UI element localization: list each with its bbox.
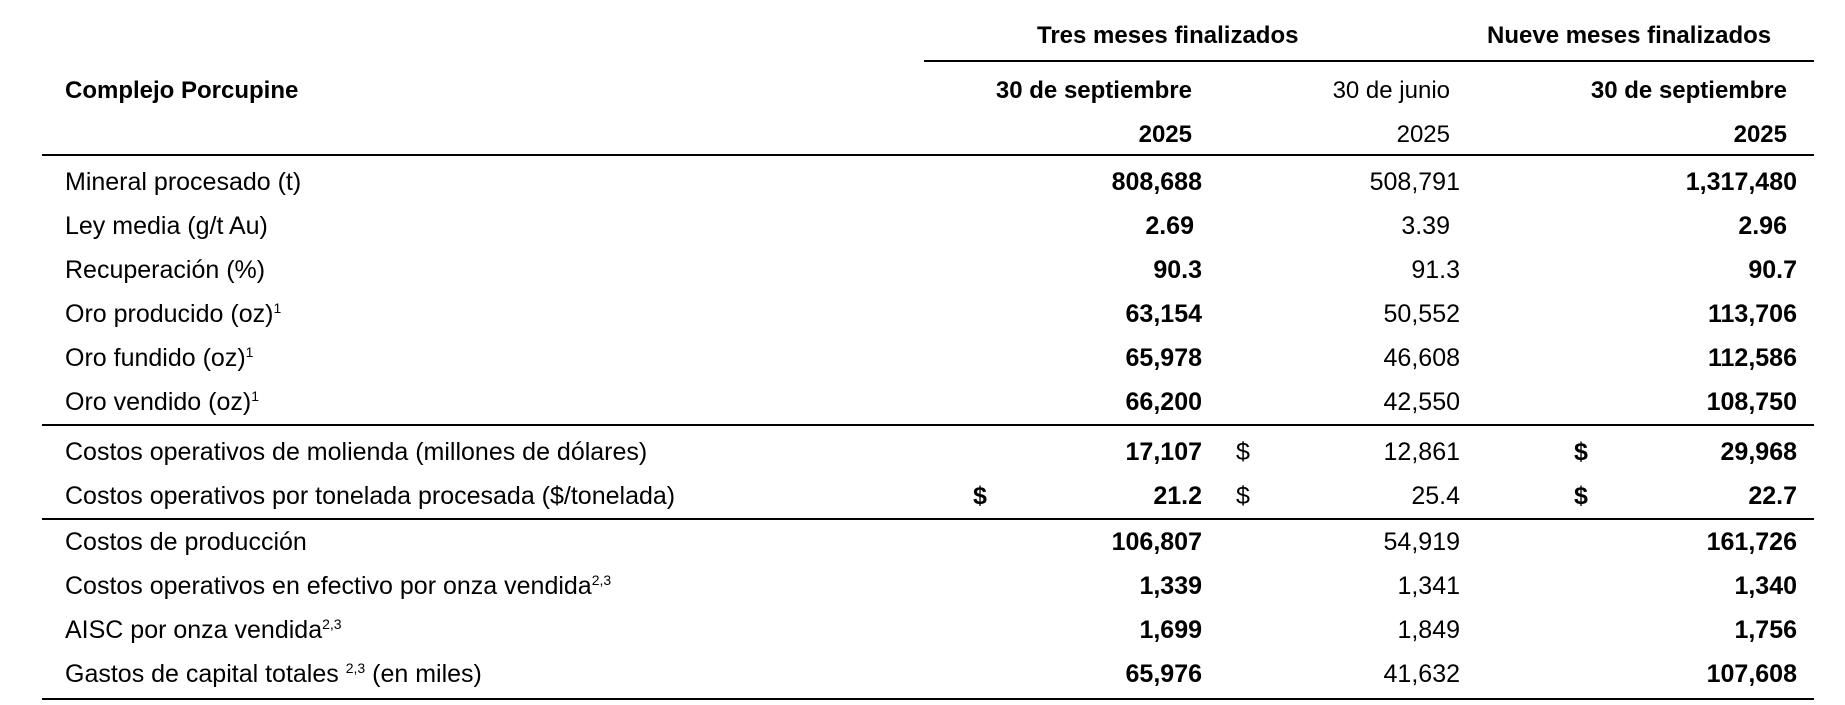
row-label: Gastos de capital totales 2,3 (en miles) [65, 660, 482, 688]
value-q3-2025: 1,699 [1139, 616, 1202, 644]
col2-date-header: 30 de junio [1332, 77, 1450, 104]
value-q3-2025: 106,807 [1111, 528, 1202, 556]
table-row: Gastos de capital totales 2,3 (en miles)… [0, 652, 1845, 696]
table-bottom-rule [42, 698, 1814, 700]
table-row: Oro vendido (oz)1 66,200 42,550 108,750 [0, 380, 1845, 424]
col1-date-header: 30 de septiembre [995, 77, 1192, 104]
row-label: Ley media (g/t Au) [65, 212, 268, 240]
section-divider-rule [42, 424, 1814, 426]
value-9m-2025: 108,750 [1706, 388, 1797, 416]
value-q2-2025: 1,341 [1397, 572, 1460, 600]
table-row: Costos operativos en efectivo por onza v… [0, 564, 1845, 608]
value-q3-2025: 63,154 [1125, 300, 1202, 328]
row-label: Recuperación (%) [65, 256, 266, 284]
value-q2-2025: 508,791 [1369, 168, 1460, 196]
value-9m-2025: 113,706 [1708, 300, 1797, 328]
value-9m-2025: 161,726 [1706, 528, 1797, 556]
value-q2-2025: 42,550 [1383, 388, 1460, 416]
row-label: Costos operativos por tonelada procesada… [65, 482, 676, 510]
value-q2-2025: 1,849 [1397, 616, 1460, 644]
table-row: Recuperación (%) 90.3 91.3 90.7 [0, 248, 1845, 292]
row-label: Costos operativos de molienda (millones … [65, 438, 648, 466]
table-row: Oro fundido (oz)1 65,978 46,608 112,586 [0, 336, 1845, 380]
value-q2-2025: 3.39 [1401, 212, 1450, 240]
group-header-underline [924, 60, 1814, 62]
currency-q2-2025: $ [1236, 482, 1250, 510]
col2-year-header: 2025 [1396, 121, 1450, 148]
row-label: Mineral procesado (t) [65, 168, 302, 196]
group-header-nine-months: Nueve meses finalizados [1487, 22, 1772, 49]
row-label: Oro fundido (oz)1 [65, 344, 254, 372]
row-label: Costos operativos en efectivo por onza v… [65, 572, 612, 600]
value-q2-2025: 46,608 [1383, 344, 1460, 372]
value-9m-2025: 22.7 [1748, 482, 1797, 510]
value-9m-2025: 1,317,480 [1685, 168, 1797, 196]
value-q2-2025: 91.3 [1411, 256, 1460, 284]
value-q2-2025: 50,552 [1383, 300, 1460, 328]
value-q3-2025: 65,978 [1125, 344, 1202, 372]
value-q3-2025: 90.3 [1153, 256, 1202, 284]
value-9m-2025: 107,608 [1706, 660, 1797, 688]
value-q3-2025: 21.2 [1153, 482, 1202, 510]
table-row: Costos de producción 106,807 54,919 161,… [0, 520, 1845, 564]
value-9m-2025: 2.96 [1738, 212, 1787, 240]
currency-9m-2025: $ [1574, 438, 1588, 466]
table-row: Mineral procesado (t) 808,688 508,791 1,… [0, 160, 1845, 204]
row-label: Costos de producción [65, 528, 307, 556]
value-9m-2025: 29,968 [1720, 438, 1797, 466]
group-header-three-months: Tres meses finalizados [1037, 22, 1299, 49]
value-9m-2025: 90.7 [1748, 256, 1797, 284]
section-divider-rule [42, 518, 1814, 520]
value-q3-2025: 66,200 [1125, 388, 1202, 416]
value-q3-2025: 808,688 [1111, 168, 1202, 196]
table-row: Costos operativos por tonelada procesada… [0, 474, 1845, 518]
col3-year-header: 2025 [1733, 121, 1787, 148]
value-q3-2025: 2.69 [1145, 212, 1194, 240]
value-q2-2025: 25.4 [1411, 482, 1460, 510]
value-q3-2025: 17,107 [1125, 438, 1202, 466]
value-q2-2025: 12,861 [1383, 438, 1460, 466]
currency-q3-2025: $ [973, 482, 987, 510]
table-row: Ley media (g/t Au) 2.69 3.39 2.96 [0, 204, 1845, 248]
value-9m-2025: 112,586 [1708, 344, 1797, 372]
col1-year-header: 2025 [1138, 121, 1192, 148]
value-q3-2025: 65,976 [1125, 660, 1202, 688]
table-row: AISC por onza vendida2,3 1,699 1,849 1,7… [0, 608, 1845, 652]
value-9m-2025: 1,340 [1734, 572, 1797, 600]
header-bottom-rule [42, 154, 1814, 156]
currency-q2-2025: $ [1236, 438, 1250, 466]
value-q3-2025: 1,339 [1139, 572, 1202, 600]
value-9m-2025: 1,756 [1734, 616, 1797, 644]
table-row-label-header: Complejo Porcupine [65, 77, 299, 104]
col3-date-header: 30 de septiembre [1590, 77, 1787, 104]
row-label: AISC por onza vendida2,3 [65, 616, 342, 644]
table-row: Costos operativos de molienda (millones … [0, 430, 1845, 474]
row-label: Oro producido (oz)1 [65, 300, 282, 328]
row-label: Oro vendido (oz)1 [65, 388, 259, 416]
currency-9m-2025: $ [1574, 482, 1588, 510]
table-row: Oro producido (oz)1 63,154 50,552 113,70… [0, 292, 1845, 336]
value-q2-2025: 54,919 [1383, 528, 1460, 556]
value-q2-2025: 41,632 [1383, 660, 1460, 688]
